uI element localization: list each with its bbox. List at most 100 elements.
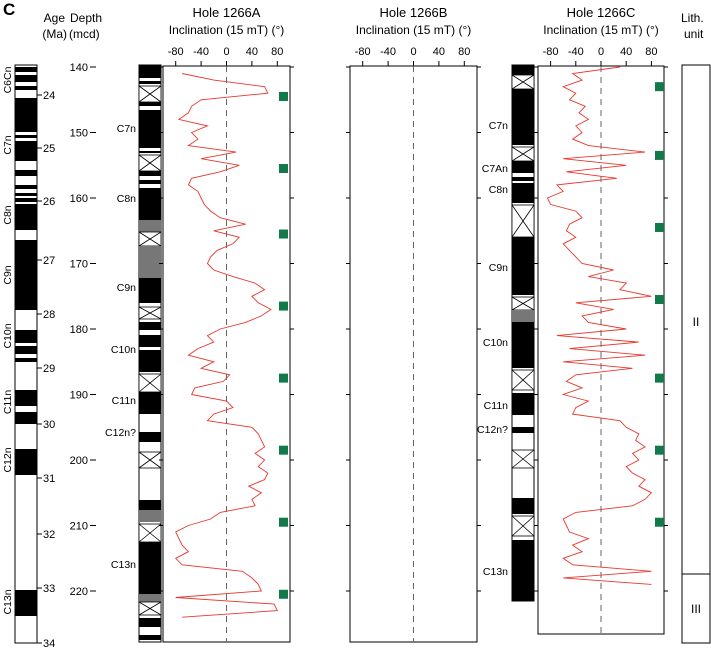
gap-cross xyxy=(138,451,162,469)
chron-label-1266c: C8n xyxy=(489,184,508,196)
x-tick-label: -40 xyxy=(568,46,584,58)
gap-cross xyxy=(511,515,535,537)
x-tick-label: 40 xyxy=(620,46,632,58)
age-tick-label: 32 xyxy=(43,529,55,541)
chron-label-1266a: C10n xyxy=(111,344,136,356)
depth-tick-label: 150 xyxy=(70,128,88,140)
polarity-band-uncertain xyxy=(139,510,161,522)
core-marker xyxy=(279,164,288,174)
chron-label-1266c: C12n? xyxy=(477,424,508,436)
depth-axis-unit: (mcd) xyxy=(69,27,100,41)
plot-1266c: Hole 1266C Inclination (15 mT) (°) -80 -40 0… xyxy=(534,5,668,635)
plot-xlabel: Inclination (15 mT) (°) xyxy=(356,23,472,37)
chron-label-1266a: C8n xyxy=(117,193,136,205)
chron-label-1266a: C9n xyxy=(117,282,136,294)
polarity-band xyxy=(139,65,161,78)
polarity-band xyxy=(512,540,534,601)
x-tick-label: 0 xyxy=(223,46,229,58)
lith-unit-ii: II xyxy=(693,315,700,329)
depth-ticks: 140 150 160 170 180 190 200 210 220 xyxy=(70,62,96,598)
age-chron-label: C13n xyxy=(2,589,14,614)
gap-cross xyxy=(138,523,162,543)
x-tick-label: 40 xyxy=(433,46,445,58)
gpts-band xyxy=(15,75,37,82)
gap-cross xyxy=(138,85,162,103)
depth-tick-label: 180 xyxy=(70,324,88,336)
gpts-band xyxy=(15,193,37,196)
depth-tick-label: 200 xyxy=(70,455,88,467)
x-tick-label: -40 xyxy=(193,46,209,58)
gpts-band xyxy=(15,204,37,230)
plot-xlabel: Inclination (15 mT) (°) xyxy=(543,23,659,37)
age-chron-label: C8n xyxy=(2,205,14,224)
x-tick-label: -80 xyxy=(355,46,371,58)
gpts-band xyxy=(15,590,37,616)
polarity-band xyxy=(139,618,161,627)
age-ticks: 24 25 26 27 28 29 30 31 32 33 34 xyxy=(37,90,55,650)
core-marker xyxy=(279,517,288,527)
gpts-band xyxy=(15,449,37,475)
x-tick-label: 80 xyxy=(645,46,657,58)
core-marker xyxy=(279,445,288,455)
polarity-band xyxy=(139,322,161,330)
gpts-band xyxy=(15,141,37,161)
polarity-band xyxy=(512,161,534,173)
age-tick-label: 24 xyxy=(43,90,55,102)
x-tick-label: -40 xyxy=(380,46,396,58)
chron-label-1266c: C9n xyxy=(489,262,508,274)
age-tick-label: 33 xyxy=(43,583,55,595)
gpts-band xyxy=(15,135,37,138)
depth-tick-label: 170 xyxy=(70,259,88,271)
chron-label-1266a: C11n xyxy=(112,395,136,407)
x-tick-label: 0 xyxy=(410,46,416,58)
depth-tick-label: 190 xyxy=(70,390,88,402)
polarity-band xyxy=(139,180,161,184)
polarity-band xyxy=(512,89,534,145)
core-marker xyxy=(655,222,664,232)
gap-cross xyxy=(511,296,535,311)
gpts-band xyxy=(15,185,37,189)
age-chron-labels: C6Cn C7n C8n C9n C10n C11n C12n C13n xyxy=(2,66,14,614)
core-marker xyxy=(655,517,664,527)
plot-1266a: Hole 1266A Inclination (15 mT) (°) -80 -40 0… xyxy=(159,5,294,643)
chron-label-1266c: C13n xyxy=(483,566,508,578)
gap-cross xyxy=(138,231,162,247)
age-tick-label: 25 xyxy=(43,143,55,155)
core-marker xyxy=(655,373,664,383)
age-axis-title: Age xyxy=(44,11,66,25)
chron-label-1266c: C7n xyxy=(489,120,508,132)
inclination-series xyxy=(174,73,278,618)
polarity-band xyxy=(139,81,161,84)
gpts-band xyxy=(15,358,37,362)
polarity-band xyxy=(512,65,534,75)
polarity-band xyxy=(512,427,534,433)
core-marker xyxy=(279,91,288,101)
panel-letter: C xyxy=(3,0,15,19)
polarity-band xyxy=(139,500,161,510)
polarity-band xyxy=(139,350,161,372)
depth-tick-label: 210 xyxy=(70,521,88,533)
x-tick-label: 80 xyxy=(271,46,283,58)
polarity-band xyxy=(139,432,161,442)
gap-cross xyxy=(511,204,535,238)
polarity-band-uncertain xyxy=(139,594,161,602)
polarity-band xyxy=(512,183,534,203)
inclination-series xyxy=(546,66,653,585)
polarity-band xyxy=(139,335,161,347)
gpts-band xyxy=(15,86,37,90)
gpts-band xyxy=(15,170,37,176)
x-tick-label: 80 xyxy=(458,46,470,58)
lith-unit-title: Lith. xyxy=(681,11,704,25)
age-chron-label: C10n xyxy=(2,323,14,348)
depth-tick-label: 160 xyxy=(70,193,88,205)
age-axis-unit: (Ma) xyxy=(42,27,67,41)
lith-unit-iii: III xyxy=(691,602,701,616)
polarity-band xyxy=(512,237,534,295)
plot-title: Hole 1266A xyxy=(193,5,261,20)
chron-label-1266c: C10n xyxy=(483,337,508,349)
lith-unit-subtitle: unit xyxy=(684,27,704,41)
gpts-column xyxy=(14,64,38,644)
plot-xlabel: Inclination (15 mT) (°) xyxy=(169,23,285,37)
polarity-band xyxy=(139,171,161,176)
chron-labels-1266a: C7n C8n C9n C10n C11n C12n? C13n xyxy=(105,123,136,571)
